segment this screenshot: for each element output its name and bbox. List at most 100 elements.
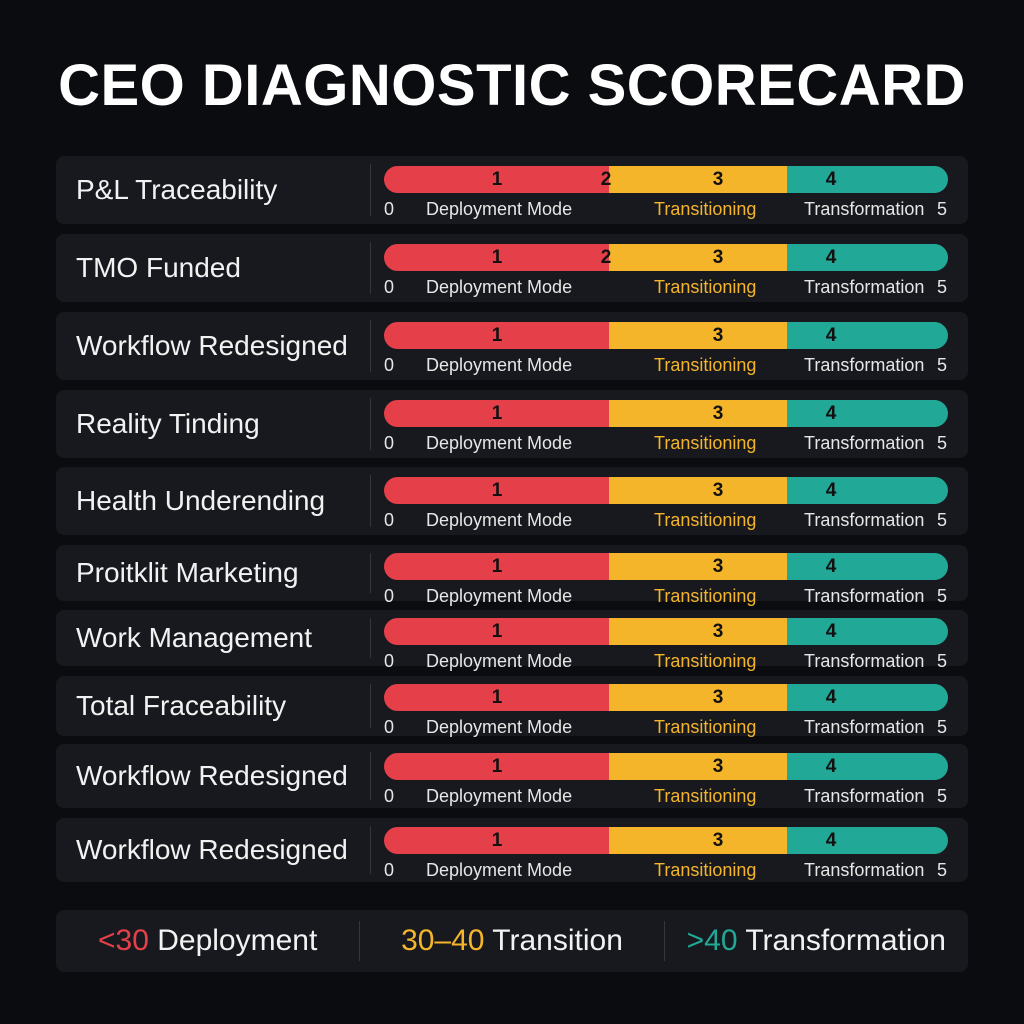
bar-number: 1: [491, 247, 503, 268]
scale-max: 5: [937, 586, 948, 606]
row-label: Workflow Redesigned: [76, 834, 348, 865]
bar-segment-transformation: [787, 827, 948, 854]
scale-zone-label: Transformation: [804, 786, 925, 806]
bar-segment-deployment: [384, 322, 609, 349]
row-divider: [370, 242, 371, 294]
legend-label: Deployment: [157, 924, 318, 957]
score-row: Total Fraceability 1 3 4 0 Deployment Mode Tra…: [56, 676, 968, 737]
bar-number: 4: [825, 756, 837, 777]
legend-label: Transition: [492, 924, 623, 957]
scale-min: 0: [384, 651, 395, 671]
bar-number: 3: [712, 830, 724, 851]
bar-segment-transformation: [787, 684, 948, 711]
bar-number: 1: [491, 756, 503, 777]
bar-segment-deployment: [384, 166, 609, 193]
scale-zone-label: Transitioning: [654, 586, 757, 606]
scale-zone-label: Transitioning: [654, 717, 757, 737]
bar-number: 4: [825, 247, 837, 268]
bar-segment-transformation: [787, 244, 948, 271]
score-bar: 1 3 4: [384, 753, 948, 780]
bar-number: 1: [491, 325, 503, 346]
scale-min: 0: [384, 860, 395, 880]
bar-number: 1: [491, 480, 503, 501]
bar-segment-deployment: [384, 244, 609, 271]
scale-zone-label: Deployment Mode: [426, 277, 573, 297]
scale-zone-label: Deployment Mode: [426, 651, 573, 671]
legend-bar: <30 Deployment 30–40 Transition >40 Tran…: [56, 910, 968, 972]
score-row: Workflow Redesigned 1 3 4 0 Deployment Mode Tr…: [56, 312, 968, 380]
scale-min: 0: [384, 717, 395, 737]
bar-segment-transitioning: [609, 753, 787, 780]
scale-max: 5: [937, 860, 948, 880]
score-bar: 1 3 4: [384, 618, 948, 645]
score-bar: 1 3 4: [384, 322, 948, 349]
row-label: Reality Tinding: [76, 408, 260, 439]
score-row: Reality Tinding 1 3 4 0 Deployment Mode Transi…: [56, 390, 968, 458]
scale-min: 0: [384, 510, 395, 530]
bar-number: 4: [825, 403, 837, 424]
bar-segment-deployment: [384, 618, 609, 645]
legend-label: Transformation: [745, 924, 946, 957]
bar-segment-deployment: [384, 753, 609, 780]
bar-segment-transitioning: [609, 477, 787, 504]
bar-segment-transformation: [787, 322, 948, 349]
row-divider: [370, 553, 371, 593]
bar-number: 4: [825, 556, 837, 577]
scale-max: 5: [937, 277, 948, 297]
scale-zone-label: Transformation: [804, 586, 925, 606]
bar-number: 4: [825, 169, 837, 190]
scale-max: 5: [937, 786, 948, 806]
bar-number: 3: [712, 247, 724, 268]
bar-number: 1: [491, 403, 503, 424]
row-label: Health Underending: [76, 485, 326, 516]
bar-segment-transitioning: [609, 244, 787, 271]
score-row: Workflow Redesigned 1 3 4 0 Deployment Mode Tr…: [56, 744, 968, 808]
bar-number: 1: [491, 687, 503, 708]
score-row: Workflow Redesigned 1 3 4 0 Deployment Mode Tr…: [56, 818, 968, 882]
score-row: P&L Traceability 1 2 3 4 0 Deployment Mode Tran…: [56, 156, 968, 224]
page-title: CEO DIAGNOSTIC SCORECARD: [58, 53, 966, 118]
scale-zone-label: Deployment Mode: [426, 717, 573, 737]
scale-zone-label: Transitioning: [654, 651, 757, 671]
score-bar: 1 3 4: [384, 684, 948, 711]
legend-item-transition: 30–40 Transition: [360, 924, 663, 958]
scale-min: 0: [384, 277, 395, 297]
legend-item-deployment: <30 Deployment: [56, 924, 359, 958]
scale-max: 5: [937, 355, 948, 375]
bar-segment-transitioning: [609, 400, 787, 427]
bar-segment-deployment: [384, 553, 609, 580]
scale-zone-label: Deployment Mode: [426, 586, 573, 606]
scale-zone-label: Transformation: [804, 355, 925, 375]
legend-divider: [663, 921, 665, 961]
bar-segment-deployment: [384, 477, 609, 504]
bar-number: 3: [712, 621, 724, 642]
bar-number: 1: [491, 169, 503, 190]
bar-segment-transformation: [787, 553, 948, 580]
scale-max: 5: [937, 651, 948, 671]
bar-number: 4: [825, 325, 837, 346]
scale-max: 5: [937, 199, 948, 219]
row-label: Work Management: [76, 622, 313, 653]
score-bar: 1 2 3 4: [384, 244, 948, 271]
bar-number: 4: [825, 830, 837, 851]
scale-zone-label: Deployment Mode: [426, 786, 573, 806]
scale-min: 0: [384, 433, 395, 453]
bar-segment-transitioning: [609, 618, 787, 645]
score-bar: 1 3 4: [384, 477, 948, 504]
scale-zone-label: Deployment Mode: [426, 433, 573, 453]
legend-item-transformation: >40 Transformation: [665, 924, 968, 958]
scale-zone-label: Transformation: [804, 510, 925, 530]
scale-max: 5: [937, 717, 948, 737]
row-divider: [370, 826, 371, 874]
scale-min: 0: [384, 586, 395, 606]
row-divider: [370, 164, 371, 216]
legend-range: <30: [98, 924, 149, 957]
bar-segment-transformation: [787, 753, 948, 780]
scale-max: 5: [937, 433, 948, 453]
scale-zone-label: Deployment Mode: [426, 355, 573, 375]
score-row: Health Underending 1 3 4 0 Deployment Mode Tra…: [56, 467, 968, 535]
bar-number: 1: [491, 830, 503, 851]
scale-zone-label: Transformation: [804, 717, 925, 737]
bar-segment-transformation: [787, 477, 948, 504]
row-divider: [370, 752, 371, 800]
